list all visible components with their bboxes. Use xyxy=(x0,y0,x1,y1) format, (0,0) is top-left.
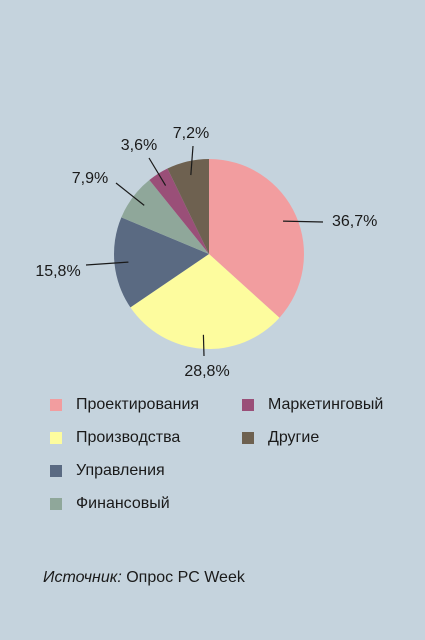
legend-item-4: Финансовый xyxy=(50,493,170,515)
leader-line-2 xyxy=(202,334,205,357)
pie-slice-1 xyxy=(209,159,304,318)
leader-line-4 xyxy=(115,182,145,206)
source-text: Опрос PC Week xyxy=(126,569,245,586)
legend-item-2: Производства xyxy=(50,427,180,449)
pie-chart: 36,7% 28,8% 15,8% 7,9% 3,6% 7,2% xyxy=(35,125,377,380)
legend-item-1: Проектирования xyxy=(50,394,199,416)
legend-swatch xyxy=(242,432,254,444)
legend-label: Финансовый xyxy=(76,495,170,512)
legend-swatch xyxy=(50,432,62,444)
leader-line-3 xyxy=(85,261,129,266)
legend-swatch xyxy=(50,498,62,510)
pie-slice-3 xyxy=(113,217,209,308)
pie-slice-5 xyxy=(149,168,209,254)
pie-slice-4 xyxy=(121,180,209,254)
legend-item-5: Маркетинговый xyxy=(242,394,383,416)
legend-swatch xyxy=(50,465,62,477)
legend-label: Другие xyxy=(268,429,320,446)
legend-swatch xyxy=(50,399,62,411)
data-label-6: 7,2% xyxy=(173,125,209,142)
legend-label: Производства xyxy=(76,429,181,446)
pie-slice-2 xyxy=(130,254,280,349)
legend-label: Управления xyxy=(76,462,165,479)
data-label-5: 3,6% xyxy=(121,137,157,154)
data-label-4: 7,9% xyxy=(72,170,108,187)
leader-line-6 xyxy=(190,145,194,176)
data-label-3: 15,8% xyxy=(35,263,80,280)
leader-line-1 xyxy=(283,220,324,223)
legend-label: Проектирования xyxy=(76,396,200,413)
source-note: Источник: Опрос PC Week xyxy=(43,569,245,587)
data-label-1: 36,7% xyxy=(332,213,377,230)
source-label: Источник: xyxy=(43,569,122,586)
legend-item-3: Управления xyxy=(50,460,165,482)
legend-label: Маркетинговый xyxy=(268,396,384,413)
legend-swatch xyxy=(242,399,254,411)
legend: Проектирования Производства Управления Фина… xyxy=(50,394,410,524)
pie-slice-6 xyxy=(167,159,209,254)
legend-item-6: Другие xyxy=(242,427,319,449)
leader-line-5 xyxy=(148,157,167,186)
data-label-2: 28,8% xyxy=(184,363,229,380)
